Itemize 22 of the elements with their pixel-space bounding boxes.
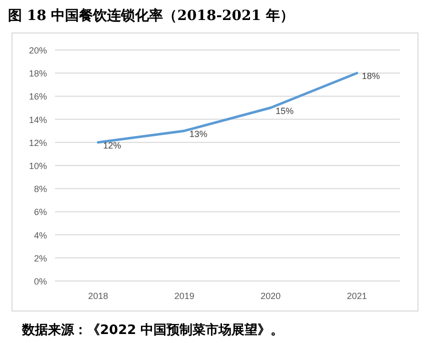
x-tick-label: 2019 xyxy=(174,291,194,301)
x-tick-label: 2018 xyxy=(88,291,108,301)
line-series xyxy=(96,72,358,144)
data-label: 18% xyxy=(362,71,380,82)
chart-title: 图 18 中国餐饮连锁化率（2018-2021 年） xyxy=(8,7,294,24)
x-tick-label: 2020 xyxy=(260,291,281,301)
source-note: 数据来源：《2022 中国预制菜市场展望》。 xyxy=(21,322,284,338)
y-tick-label: 12% xyxy=(28,138,47,148)
data-label: 15% xyxy=(276,106,294,116)
y-tick-label: 2% xyxy=(34,253,47,264)
y-tick-label: 4% xyxy=(34,230,47,240)
y-tick-label: 16% xyxy=(28,92,47,102)
y-tick-label: 0% xyxy=(34,276,47,286)
y-tick-label: 6% xyxy=(34,207,47,218)
y-tick-label: 14% xyxy=(28,114,47,125)
data-label: 13% xyxy=(189,128,208,139)
y-tick-label: 10% xyxy=(28,161,47,171)
y-tick-label: 18% xyxy=(28,68,47,79)
y-tick-label: 20% xyxy=(28,46,47,56)
data-label: 12% xyxy=(103,140,122,150)
y-tick-label: 8% xyxy=(34,184,47,194)
x-tick-label: 2021 xyxy=(346,291,367,301)
